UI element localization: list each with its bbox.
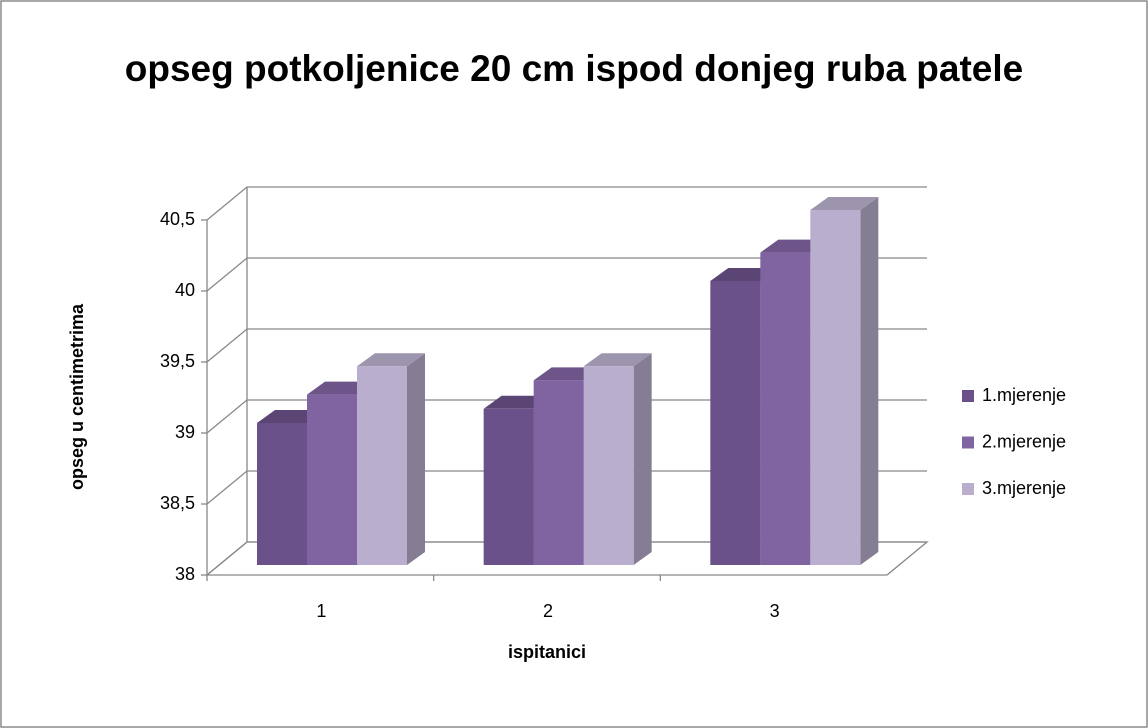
- bar: [357, 366, 407, 565]
- grid-line: [206, 399, 927, 434]
- bar: [583, 366, 634, 565]
- bar: [710, 281, 761, 565]
- y-tick-label: 39,5: [160, 351, 195, 371]
- legend-label: 3.mjerenje: [982, 478, 1066, 498]
- y-tick-label: 40,5: [160, 209, 195, 229]
- grid-line: [206, 257, 927, 292]
- legend-label: 1.mjerenje: [982, 385, 1066, 405]
- bar: [257, 423, 307, 565]
- grid-line: [206, 186, 927, 221]
- bar: [533, 380, 584, 565]
- y-tick-label: 40: [175, 280, 195, 300]
- x-tick-label: 1: [316, 601, 326, 621]
- x-tick-label: 2: [543, 601, 553, 621]
- bar-side: [860, 197, 879, 565]
- y-tick-label: 39: [175, 422, 195, 442]
- legend-label: 2.mjerenje: [982, 431, 1066, 451]
- x-tick-label: 3: [770, 601, 780, 621]
- y-tick-label: 38: [175, 564, 195, 584]
- bar-top: [583, 353, 652, 367]
- bar: [483, 408, 534, 565]
- grid-line: [206, 328, 927, 363]
- bar: [307, 394, 357, 565]
- grid-line: [206, 541, 927, 576]
- grid-line: [206, 470, 927, 505]
- legend-swatch: [962, 436, 974, 449]
- legend-swatch: [962, 483, 974, 495]
- bar-top: [357, 353, 425, 367]
- legend-swatch: [962, 390, 974, 402]
- bar-side: [407, 353, 425, 565]
- bar-side: [633, 353, 652, 565]
- chart-title: opseg potkoljenice 20 cm ispod donjeg ru…: [124, 48, 1024, 89]
- x-axis-title: ispitanici: [508, 642, 586, 662]
- y-axis-title: opseg u centimetrima: [67, 303, 87, 490]
- bar-top: [810, 197, 879, 210]
- bar: [760, 252, 811, 565]
- bar: [810, 210, 861, 565]
- y-tick-label: 38,5: [160, 493, 195, 513]
